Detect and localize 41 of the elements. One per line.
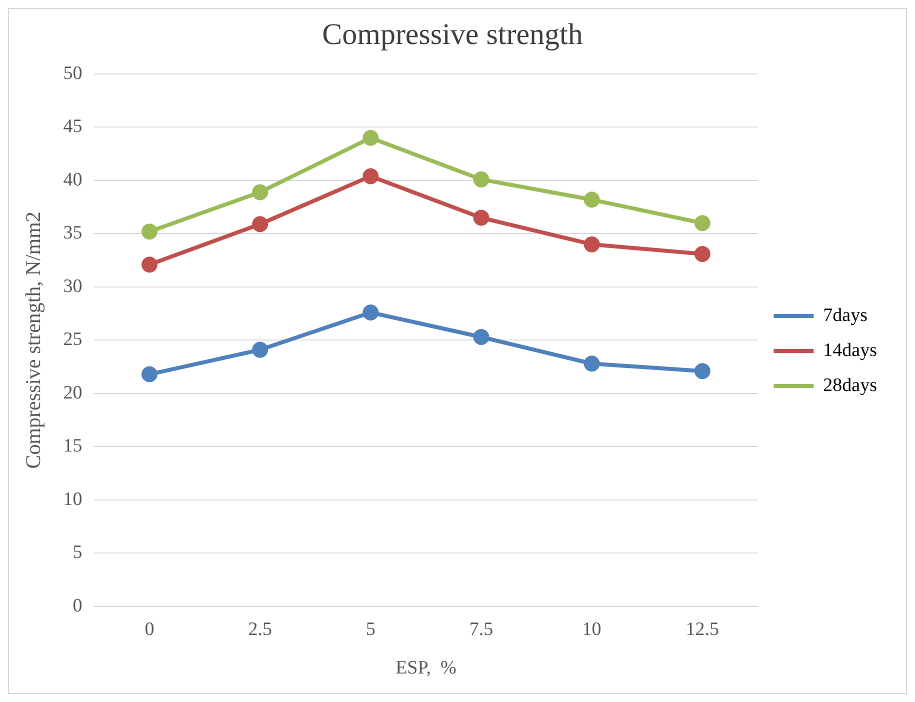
x-tick-label: 5 bbox=[366, 618, 376, 640]
point bbox=[473, 210, 490, 226]
legend-label: 7days bbox=[823, 304, 868, 326]
y-tick-label: 0 bbox=[72, 595, 82, 616]
x-tick-label: 0 bbox=[144, 618, 154, 640]
point bbox=[694, 363, 710, 380]
point bbox=[473, 171, 490, 188]
point bbox=[362, 304, 379, 321]
point bbox=[584, 356, 600, 372]
point bbox=[252, 216, 268, 232]
y-tick-label: 45 bbox=[63, 116, 82, 138]
point bbox=[141, 256, 158, 273]
point bbox=[141, 366, 158, 382]
point bbox=[473, 329, 490, 346]
y-axis-title: Compressive strength, N/mm2 bbox=[21, 212, 46, 469]
point bbox=[584, 236, 600, 252]
point bbox=[694, 215, 710, 232]
y-tick-label: 35 bbox=[63, 222, 82, 244]
y-tick-label: 50 bbox=[63, 62, 82, 84]
point bbox=[584, 192, 600, 208]
y-tick-label: 25 bbox=[63, 329, 82, 350]
y-tick-label: 20 bbox=[63, 382, 82, 404]
point bbox=[362, 168, 379, 184]
legend-label: 14days bbox=[823, 340, 877, 361]
x-tick-label: 2.5 bbox=[248, 618, 272, 640]
point bbox=[252, 342, 268, 358]
y-tick-label: 15 bbox=[63, 436, 82, 457]
x-tick-label: 7.5 bbox=[469, 618, 494, 640]
chart-title: Compressive strength bbox=[322, 18, 583, 51]
y-tick-label: 30 bbox=[63, 276, 82, 297]
x-tick-label: 10 bbox=[582, 618, 602, 640]
point bbox=[252, 184, 268, 200]
y-tick-label: 40 bbox=[63, 169, 82, 190]
x-tick-label: 12.5 bbox=[686, 618, 720, 640]
y-tick-label: 5 bbox=[72, 542, 82, 564]
point bbox=[362, 130, 379, 146]
point bbox=[141, 224, 158, 240]
point bbox=[694, 246, 710, 262]
y-tick-label: 10 bbox=[63, 488, 82, 510]
legend-label: 28days bbox=[823, 374, 877, 396]
x-axis-title: ESP, % bbox=[396, 658, 456, 679]
